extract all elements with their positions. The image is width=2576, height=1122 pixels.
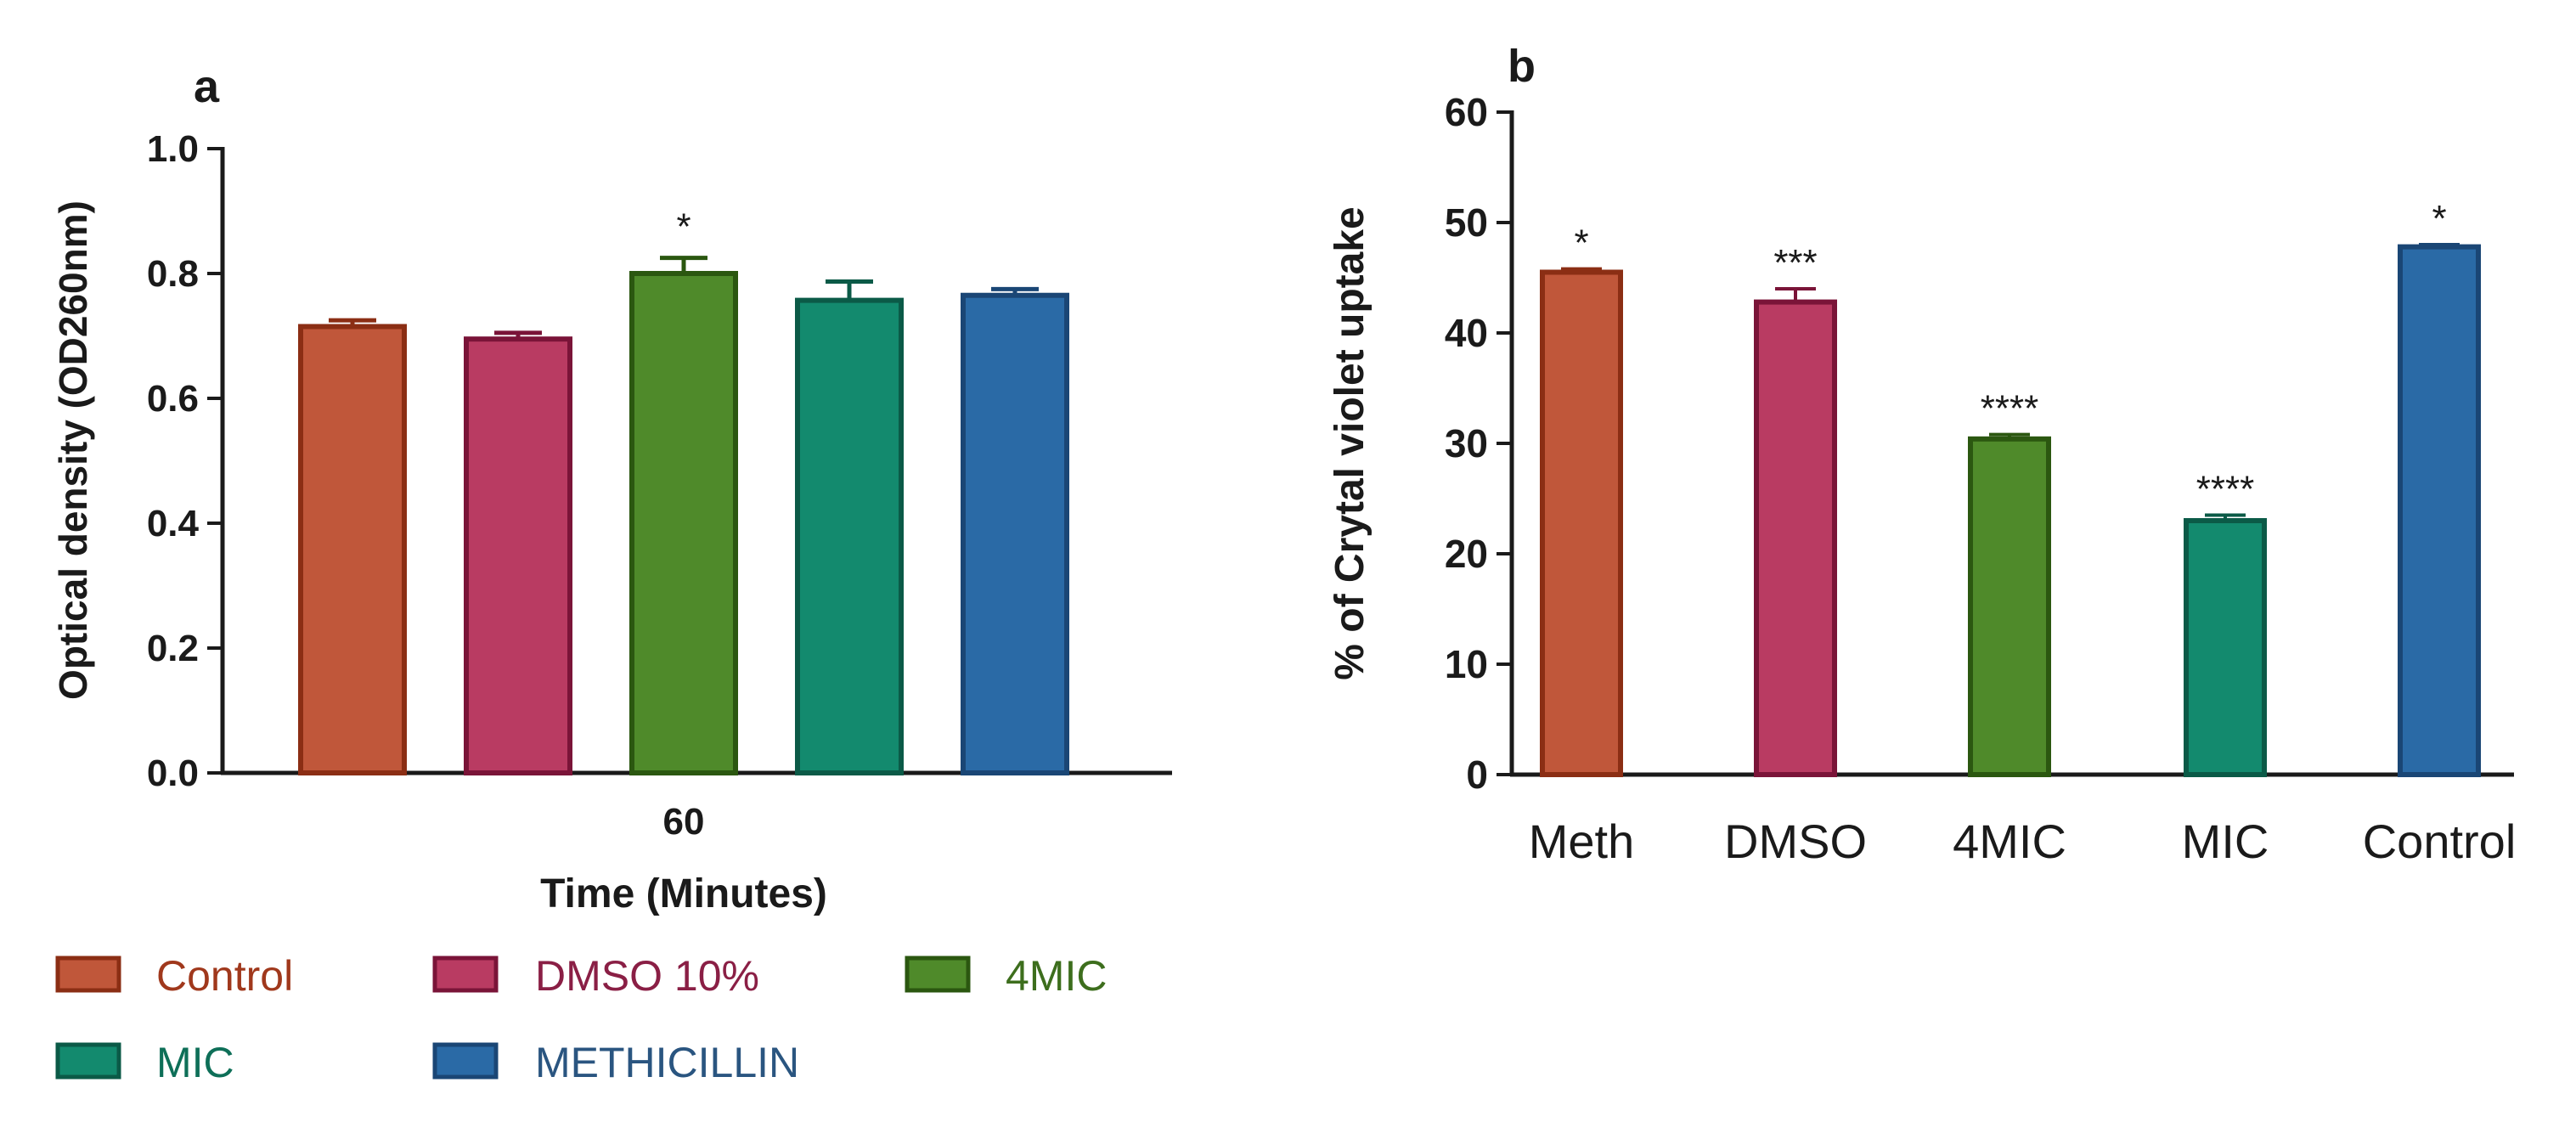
panel-a-y-axis-label: Optical density (OD260nm): [51, 200, 95, 700]
legend-item-methicillin: METHICILLIN: [432, 1039, 799, 1086]
panel-a-bar-3: [629, 271, 738, 775]
panel-a-significance: *: [676, 206, 691, 248]
panel-b-y-tick-label: 0: [1466, 753, 1488, 797]
panel-a-bar-2: [464, 336, 572, 775]
legend-swatch-methicillin: [432, 1042, 499, 1080]
panel-a-bar-4: [795, 297, 904, 776]
panel-b-y-axis-label: % of Crytal violet uptake: [1327, 206, 1373, 679]
legend-label-4mic: 4MIC: [1006, 952, 1107, 1000]
panel-a-y-tick-label: 0.4: [147, 503, 200, 544]
panel-b-y-tick-label: 20: [1445, 532, 1488, 576]
panel-b-significance: ****: [2196, 469, 2255, 510]
panel-b-x-tick-label: Control: [2363, 815, 2517, 868]
panel-b-x-tick-label: 4MIC: [1953, 815, 2066, 868]
panel-b-bar-2: [1754, 299, 1837, 778]
panel-b-x-tick-label: DMSO: [1724, 815, 1867, 868]
panel-b-bar-3: [1968, 436, 2051, 777]
panel-b-letter: b: [1508, 41, 1536, 92]
panel-a-y-tick-label: 0.8: [147, 253, 199, 295]
panel-b-bar-5: [2398, 244, 2481, 778]
panel-b-y-tick-label: 10: [1445, 642, 1488, 686]
panel-a-y-tick-label: 1.0: [147, 128, 199, 170]
panel-b-y-tick-label: 40: [1445, 311, 1488, 355]
panel-a-x-axis-label: Time (Minutes): [540, 871, 827, 916]
panel-a-chart: a Optical density (OD260nm) Time (Minute…: [51, 61, 1172, 916]
legend-label-methicillin: METHICILLIN: [535, 1039, 799, 1086]
legend-swatch-control: [55, 956, 121, 993]
legend-label-mic: MIC: [156, 1039, 234, 1086]
panel-b-significance: *: [2432, 198, 2446, 240]
panel-b-chart: b % of Crytal violet uptake 0 10 20 30 40 50 6…: [1327, 41, 2516, 868]
panel-a-y-tick-label: 0.0: [147, 753, 199, 794]
panel-b-bar-4: [2184, 518, 2267, 777]
legend: Control DMSO 10% 4MIC MIC METHICILLIN: [55, 952, 1107, 1086]
panel-b-y-tick-label: 30: [1445, 421, 1488, 465]
panel-a-bar-5: [961, 292, 1069, 776]
panel-a-y-tick-label: 0.6: [147, 378, 199, 420]
panel-a-bar-1: [298, 324, 407, 776]
panel-b-significance: *: [1574, 223, 1588, 264]
legend-item-mic: MIC: [55, 1039, 234, 1086]
legend-label-control: Control: [156, 952, 293, 1000]
panel-b-y-tick-label: 50: [1445, 200, 1488, 245]
legend-swatch-4mic: [905, 956, 971, 993]
legend-item-dmso: DMSO 10%: [432, 952, 759, 1000]
legend-item-4mic: 4MIC: [905, 952, 1107, 1000]
legend-item-control: Control: [55, 952, 293, 1000]
legend-swatch-dmso: [432, 956, 499, 993]
panel-b-x-tick-label: MIC: [2182, 815, 2269, 868]
panel-a-letter: a: [194, 61, 220, 112]
panel-b-x-tick-label: Meth: [1529, 815, 1635, 868]
panel-b-significance: ****: [1981, 388, 2039, 430]
panel-b-significance: ***: [1773, 242, 1817, 284]
panel-a-y-tick-label: 0.2: [147, 628, 199, 669]
panel-b-y-tick-label: 60: [1445, 90, 1488, 134]
panel-a-x-tick-label: 60: [663, 801, 705, 843]
panel-b-marks: 0 10 20 30 40 50 60 * Meth *** DMSO **** 4MIC **** MIC…: [1445, 90, 2516, 868]
legend-label-dmso: DMSO 10%: [535, 952, 759, 1000]
panel-b-bar-1: [1540, 269, 1623, 777]
panel-a-marks: 0.0 0.2 0.4 0.6 0.8 1.0 * 60: [147, 128, 1172, 843]
legend-swatch-mic: [55, 1042, 121, 1080]
